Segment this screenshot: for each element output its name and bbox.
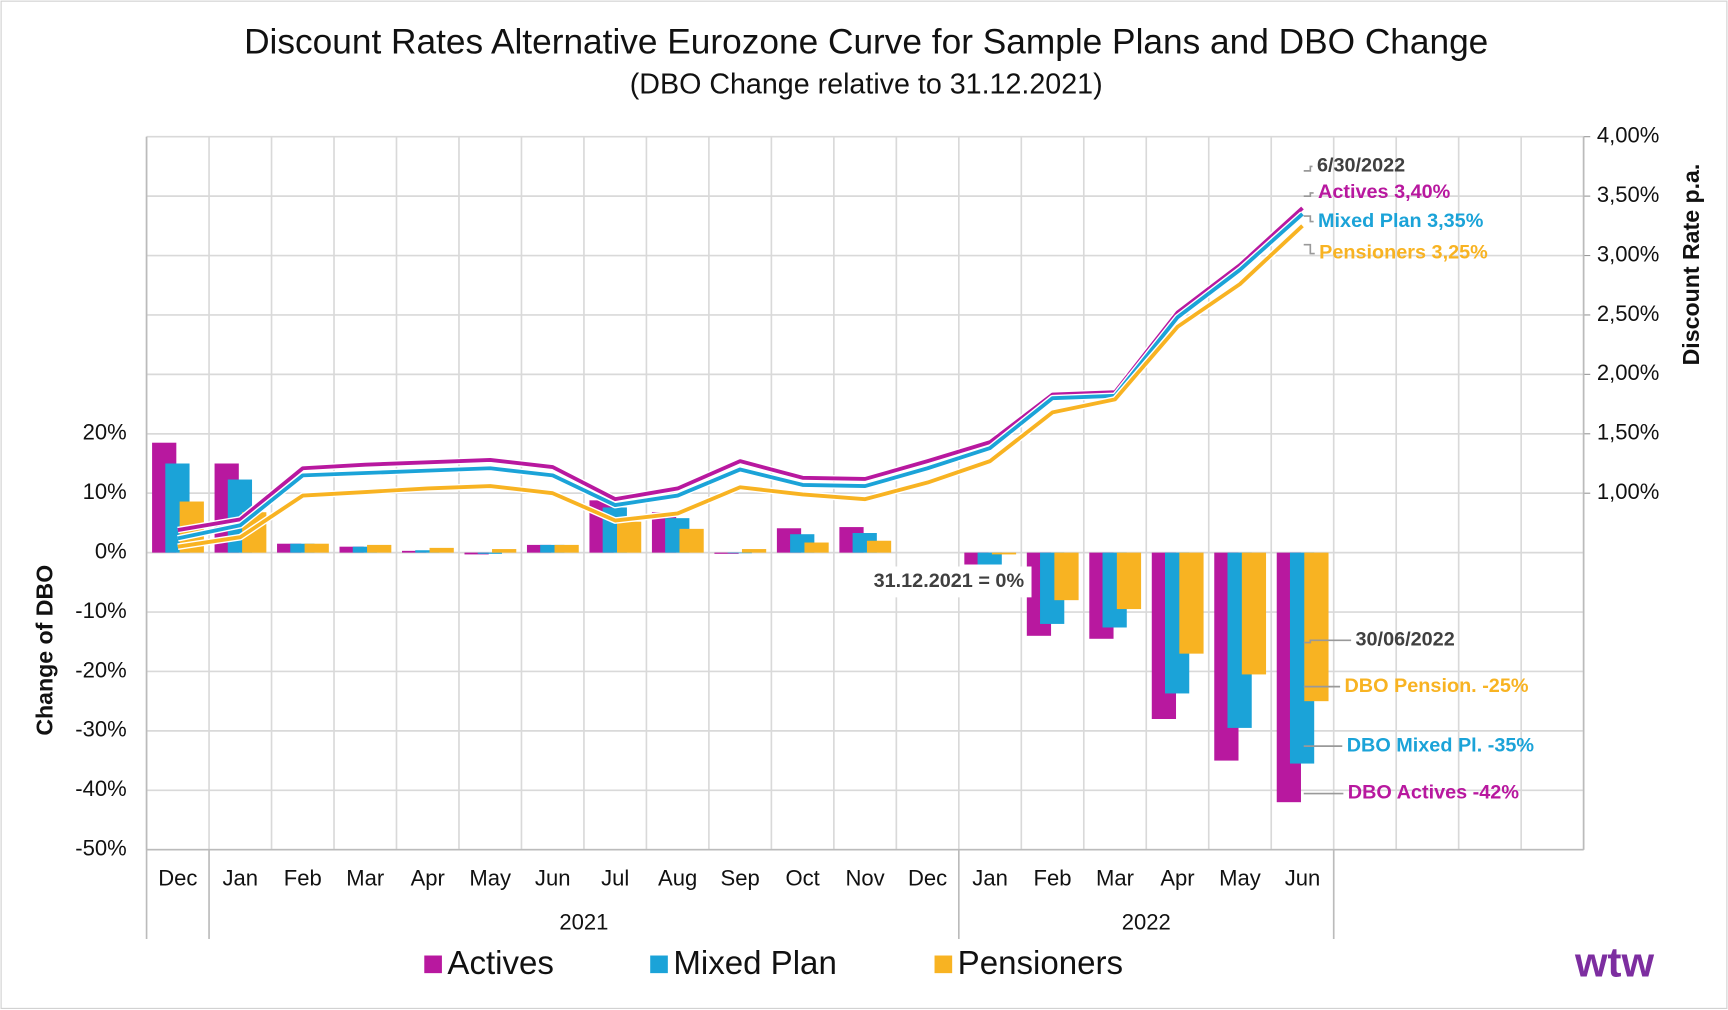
bar xyxy=(339,546,364,553)
chart-subtitle: (DBO Change relative to 31.12.2021) xyxy=(630,69,1103,101)
leader-line xyxy=(1303,243,1315,255)
x-tick-label: Jul xyxy=(601,865,629,890)
x-tick-label: Oct xyxy=(785,865,819,890)
label-box xyxy=(866,566,1032,598)
y2-tick-label: 3,00% xyxy=(1597,241,1659,266)
y-tick-label: -30% xyxy=(75,717,126,742)
annotation: 30/06/2022 xyxy=(1356,629,1455,651)
annotation: Pensioners 3,25% xyxy=(1319,242,1488,264)
bar xyxy=(1304,552,1329,702)
y-tick-label: -40% xyxy=(75,776,126,801)
leader-line xyxy=(1303,192,1314,198)
legend-swatch xyxy=(424,955,442,974)
bar xyxy=(352,546,377,553)
legend-label: Pensioners xyxy=(958,945,1123,982)
leader-line xyxy=(1303,165,1313,172)
rate-line xyxy=(177,224,1304,549)
bar xyxy=(991,552,1017,555)
bar xyxy=(477,552,502,554)
x-tick-label: Apr xyxy=(1160,865,1194,890)
legend-label: Mixed Plan xyxy=(673,945,836,982)
bar xyxy=(1179,552,1204,654)
y-tick-label: 20% xyxy=(83,420,127,445)
x-tick-label: Apr xyxy=(411,865,445,890)
bar xyxy=(429,547,454,553)
y2-tick-label: 1,00% xyxy=(1597,479,1659,504)
bar xyxy=(964,552,989,565)
x-tick-label: Jun xyxy=(1285,865,1321,890)
bar xyxy=(804,542,829,553)
bar xyxy=(616,521,642,553)
x-tick-label: Jan xyxy=(223,865,259,890)
x-tick-label: Mar xyxy=(346,865,384,890)
y-tick-label: 0% xyxy=(95,538,127,563)
legend-label: Actives xyxy=(447,945,554,982)
group-label: 2022 xyxy=(1122,909,1171,934)
bar xyxy=(277,543,302,553)
y-tick-label: -10% xyxy=(75,598,126,623)
y2-tick-label: 2,50% xyxy=(1597,301,1659,326)
bar xyxy=(741,549,767,553)
y-tick-label: 10% xyxy=(83,479,127,504)
bar xyxy=(526,544,552,553)
bar xyxy=(464,552,489,555)
annotation: DBO Mixed Pl. -35% xyxy=(1347,734,1535,756)
bar xyxy=(727,552,752,554)
bar xyxy=(554,544,579,553)
bar xyxy=(540,544,565,553)
annotation: DBO Actives -42% xyxy=(1348,782,1520,804)
bar xyxy=(492,549,517,553)
bar xyxy=(1116,552,1142,610)
bar xyxy=(714,552,739,554)
annotation: 31.12.2021 = 0% xyxy=(874,570,1025,592)
y2-tick-label: 1,50% xyxy=(1597,420,1659,445)
bar xyxy=(304,543,329,553)
bar xyxy=(367,544,392,553)
x-tick-label: Dec xyxy=(908,865,947,890)
group-label: 2021 xyxy=(559,909,608,934)
x-tick-label: Mar xyxy=(1096,865,1134,890)
bar xyxy=(402,550,427,553)
bar xyxy=(1241,552,1267,675)
x-tick-label: Feb xyxy=(1034,865,1072,890)
y2-tick-label: 2,00% xyxy=(1597,360,1659,385)
x-tick-label: May xyxy=(1219,865,1261,890)
x-tick-label: Aug xyxy=(658,865,697,890)
bar xyxy=(415,550,440,553)
x-tick-label: Feb xyxy=(284,865,322,890)
legend-swatch xyxy=(650,955,668,974)
annotation: DBO Pension. -25% xyxy=(1344,675,1528,697)
x-tick-label: Nov xyxy=(846,865,885,890)
y-tick-label: -50% xyxy=(75,836,126,861)
annotation: Actives 3,40% xyxy=(1318,181,1451,203)
x-tick-label: Sep xyxy=(721,865,760,890)
annotation: Mixed Plan 3,35% xyxy=(1318,210,1484,232)
x-tick-label: Dec xyxy=(158,865,197,890)
x-tick-label: Jun xyxy=(535,865,571,890)
leader-line xyxy=(1303,639,1352,644)
y2-tick-label: 3,50% xyxy=(1597,182,1659,207)
bar xyxy=(679,528,704,553)
bar xyxy=(1054,552,1079,601)
leader-line xyxy=(1303,215,1314,223)
x-tick-label: May xyxy=(469,865,511,890)
bar xyxy=(977,552,1002,565)
y2-tick-label: 4,00% xyxy=(1597,123,1659,148)
logo: wtw xyxy=(1574,938,1654,985)
bar xyxy=(866,540,892,553)
y-tick-label: -20% xyxy=(75,657,126,682)
legend-swatch xyxy=(934,955,953,974)
x-tick-label: Jan xyxy=(972,865,1008,890)
bar xyxy=(290,543,315,553)
chart-title: Discount Rates Alternative Eurozone Curv… xyxy=(244,22,1488,61)
y2-axis-title: Discount Rate p.a. xyxy=(1678,164,1704,366)
annotation: 6/30/2022 xyxy=(1317,155,1405,177)
y-axis-title: Change of DBO xyxy=(31,565,57,736)
